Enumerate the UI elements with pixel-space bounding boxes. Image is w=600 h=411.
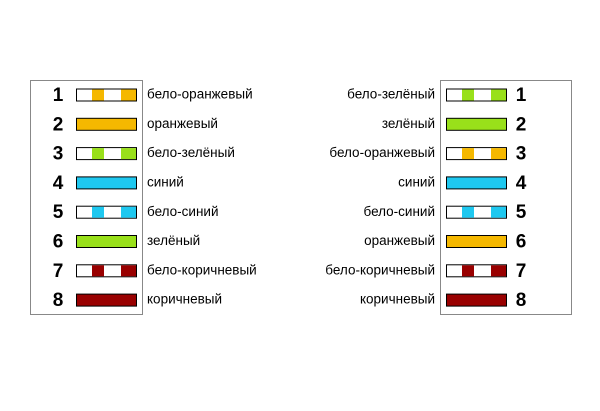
- wire-label: бело-оранжевый: [329, 145, 435, 160]
- wire-label: коричневый: [147, 292, 222, 307]
- wire-stripe: [462, 89, 474, 101]
- pin-number: 7: [53, 261, 64, 282]
- wire: [446, 235, 507, 248]
- wire-stripe: [92, 265, 104, 277]
- wire-stripe: [491, 206, 506, 218]
- pin-number: 6: [516, 232, 527, 253]
- pin-number: 3: [53, 144, 64, 165]
- wire-label: бело-коричневый: [147, 262, 257, 277]
- wire: [76, 176, 137, 190]
- pin-number: 1: [53, 85, 64, 106]
- wire: [76, 235, 137, 248]
- wire-label: зелёный: [382, 116, 435, 131]
- pin-number: 2: [516, 114, 527, 135]
- wire-label: бело-оранжевый: [147, 87, 253, 102]
- wire-stripe: [462, 148, 474, 160]
- wire-label: бело-коричневый: [325, 262, 435, 277]
- wire: [76, 117, 137, 131]
- wire-label: бело-зелёный: [347, 87, 435, 102]
- wire-label: бело-синий: [147, 204, 219, 219]
- pin-number: 4: [516, 173, 527, 194]
- wire-label: бело-синий: [363, 204, 435, 219]
- pin-number: 3: [516, 144, 527, 165]
- wire-stripe: [92, 206, 104, 218]
- wire-stripe: [121, 265, 136, 277]
- wire-stripe: [491, 148, 506, 160]
- wire-stripe: [462, 265, 474, 277]
- left-connector: [30, 80, 143, 315]
- wire: [76, 293, 137, 307]
- pin-number: 8: [53, 290, 64, 311]
- wire-stripe: [121, 89, 136, 101]
- wire-stripe: [121, 206, 136, 218]
- pin-number: 1: [516, 85, 527, 106]
- pin-number: 2: [53, 114, 64, 135]
- wire-label: коричневый: [360, 292, 435, 307]
- wire-stripe: [491, 265, 506, 277]
- wire: [446, 293, 507, 307]
- pin-number: 8: [516, 290, 527, 311]
- wire-label: оранжевый: [364, 233, 435, 248]
- wire-label: синий: [398, 174, 435, 189]
- right-connector: [440, 80, 572, 315]
- wire-stripe: [121, 148, 136, 160]
- wire-label: оранжевый: [147, 116, 218, 131]
- wire-stripe: [462, 206, 474, 218]
- wire-stripe: [92, 148, 104, 160]
- pin-number: 5: [53, 202, 64, 223]
- wire-stripe: [491, 89, 506, 101]
- wire-label: зелёный: [147, 233, 200, 248]
- wire-label: бело-зелёный: [147, 145, 235, 160]
- pin-number: 4: [53, 173, 64, 194]
- pin-number: 5: [516, 202, 527, 223]
- wire: [446, 176, 507, 190]
- pin-number: 7: [516, 261, 527, 282]
- wire: [446, 117, 507, 131]
- pin-number: 6: [53, 232, 64, 253]
- wire-label: синий: [147, 174, 184, 189]
- wire-stripe: [92, 89, 104, 101]
